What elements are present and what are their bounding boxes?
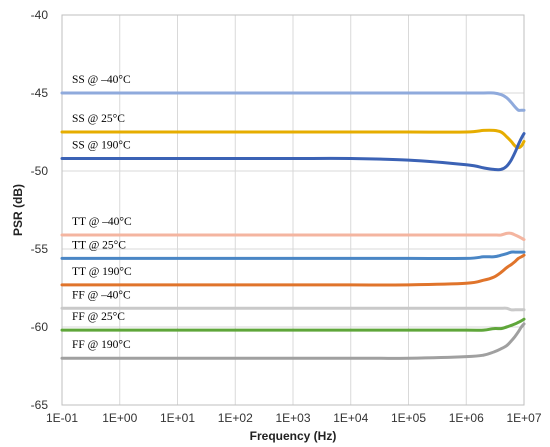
series-line xyxy=(60,317,526,332)
y-tick-label: -50 xyxy=(31,164,49,178)
x-axis-tick-labels: 1E-01 1E+00 1E+01 1E+02 1E+03 1E+04 1E+05 1E+06… xyxy=(46,411,542,425)
grid-lines xyxy=(61,14,525,406)
series-label: TT @ 25°C xyxy=(72,239,126,251)
y-tick-label: -40 xyxy=(31,8,49,22)
x-tick-label: 1E-01 xyxy=(46,411,78,425)
series-lines xyxy=(60,91,526,360)
x-tick-label: 1E+00 xyxy=(102,411,137,425)
series-label: FF @ 190°C xyxy=(72,339,131,351)
x-tick-label: 1E+07 xyxy=(506,411,541,425)
x-tick-label: 1E+01 xyxy=(160,411,195,425)
series-line xyxy=(60,231,526,242)
series-label: TT @ –40°C xyxy=(72,216,132,228)
x-axis-title: Frequency (Hz) xyxy=(250,429,337,443)
series-label: SS @ 190°C xyxy=(72,140,131,152)
y-axis-title: PSR (dB) xyxy=(11,184,25,236)
x-tick-label: 1E+06 xyxy=(449,411,484,425)
y-tick-label: -60 xyxy=(31,320,49,334)
y-axis-tick-labels: -40 -45 -50 -55 -60 -65 xyxy=(31,8,49,412)
series-label: SS @ 25°C xyxy=(72,113,125,125)
series-line xyxy=(60,322,526,360)
x-tick-label: 1E+02 xyxy=(218,411,253,425)
series-label: FF @ –40°C xyxy=(72,289,131,301)
y-tick-label: -65 xyxy=(31,398,49,412)
plot-area-frame xyxy=(61,14,525,406)
series-line xyxy=(60,132,526,172)
series-label: FF @ 25°C xyxy=(72,311,125,323)
series-label: TT @ 190°C xyxy=(72,266,132,278)
y-tick-label: -45 xyxy=(31,86,49,100)
series-line xyxy=(60,91,526,112)
x-tick-label: 1E+04 xyxy=(333,411,368,425)
y-tick-label: -55 xyxy=(31,242,49,256)
x-tick-label: 1E+05 xyxy=(391,411,426,425)
series-line xyxy=(60,250,526,260)
series-labels: SS @ –40°C SS @ 25°C SS @ 190°C TT @ –40°C T… xyxy=(72,74,132,351)
series-label: SS @ –40°C xyxy=(72,74,131,86)
x-tick-label: 1E+03 xyxy=(275,411,310,425)
series-line xyxy=(60,306,526,312)
series-line xyxy=(60,253,526,287)
